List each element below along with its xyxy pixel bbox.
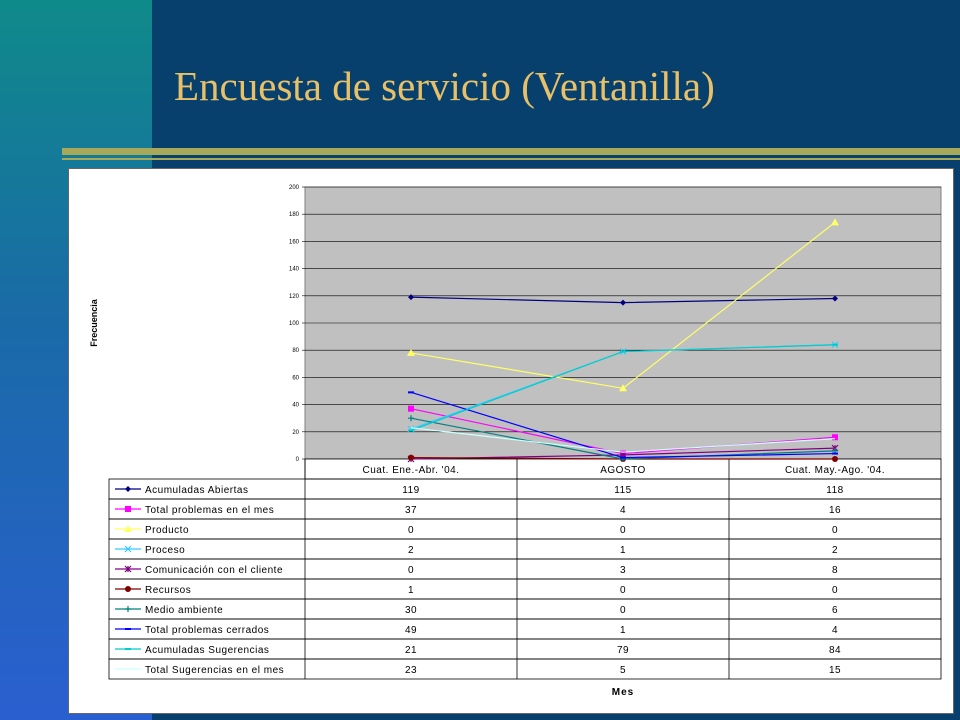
table-cell-value: 4 [832, 625, 838, 636]
y-axis-label: Frecuencia [89, 298, 99, 347]
legend-key-marker [125, 606, 131, 612]
table-row [108, 578, 942, 600]
legend-key-marker [125, 648, 131, 650]
table-cell-value: 0 [832, 525, 838, 536]
y-tick-label: 60 [292, 375, 299, 381]
table-cell-value: 119 [402, 485, 419, 496]
y-tick-label: 160 [289, 239, 300, 245]
legend-series-name: Recursos [145, 585, 191, 596]
table-cell-value: 0 [832, 585, 838, 596]
table-row [108, 598, 942, 620]
table-cell-value: 49 [405, 625, 417, 636]
y-tick-label: 80 [292, 348, 299, 354]
table-cell-value: 0 [620, 605, 626, 616]
title-rule-thick [62, 148, 960, 155]
legend-key-marker [125, 586, 131, 592]
data-point [620, 350, 626, 353]
table-cell-value: 16 [829, 505, 841, 516]
y-tick-label: 20 [292, 430, 299, 436]
line-chart: 020406080100120140160180200FrecuenciaCua… [89, 185, 942, 698]
legend-key-marker [125, 506, 131, 512]
table-cell-value: 0 [408, 525, 414, 536]
table-cell-value: 30 [405, 605, 417, 616]
y-tick-label: 100 [289, 321, 300, 327]
category-label: Cuat. May.-Ago. '04. [785, 465, 885, 476]
legend-key-marker [125, 628, 131, 630]
table-cell-value: 1 [620, 545, 626, 556]
table-cell-value: 37 [405, 505, 417, 516]
legend-series-name: Total problemas en el mes [145, 505, 274, 516]
table-cell-value: 0 [620, 585, 626, 596]
table-row [108, 518, 942, 540]
y-tick-label: 140 [289, 267, 300, 273]
data-point [408, 294, 414, 301]
data-point [832, 295, 838, 302]
table-cell-value: 1 [620, 625, 626, 636]
data-point [408, 405, 414, 412]
table-cell-value: 0 [408, 565, 414, 576]
y-tick-label: 180 [289, 212, 300, 218]
legend-key-marker [124, 525, 132, 532]
legend-series-name: Producto [145, 525, 189, 536]
table-cell-value: 79 [617, 645, 629, 656]
y-tick-label: 200 [289, 185, 300, 191]
legend-key-marker [124, 545, 132, 553]
title-rule-thin [62, 158, 960, 160]
y-tick-label: 120 [289, 294, 300, 300]
legend-key-marker [124, 565, 132, 573]
data-point [408, 391, 414, 394]
data-point [832, 434, 838, 441]
data-point [620, 299, 626, 306]
x-axis-label: Mes [612, 687, 634, 698]
data-point [619, 384, 627, 392]
data-point [832, 456, 838, 462]
table-cell-value: 2 [408, 545, 414, 556]
chart-panel: 0 20 40 60 80 100 120 140 160 180 200 Frecuencia Cua… [68, 168, 954, 714]
table-row [108, 658, 942, 680]
table-cell-value: 115 [614, 485, 631, 496]
data-point [620, 456, 626, 459]
table-cell-value: 2 [832, 545, 838, 556]
legend-series-name: Acumuladas Sugerencias [145, 645, 269, 656]
data-point [408, 415, 414, 422]
category-label: AGOSTO [600, 465, 646, 476]
legend-key-marker [125, 486, 131, 492]
data-point [832, 343, 838, 346]
table-cell-value: 8 [832, 565, 838, 576]
data-point [408, 454, 414, 461]
table-cell-value: 5 [620, 665, 626, 676]
data-point [407, 348, 415, 356]
table-cell-value: 21 [405, 645, 417, 656]
legend-series-name: Medio ambiente [145, 605, 223, 616]
data-point [408, 429, 414, 432]
y-tick-label: 40 [292, 403, 299, 409]
legend-series-name: Total problemas cerrados [145, 625, 269, 636]
table-cell-value: 15 [829, 665, 841, 676]
data-point [832, 452, 838, 455]
legend-series-name: Acumuladas Abiertas [145, 485, 248, 496]
table-cell-value: 6 [832, 605, 838, 616]
legend-series-name: Proceso [145, 545, 185, 556]
legend-series-name: Comunicación con el cliente [145, 565, 283, 576]
y-tick-label: 0 [296, 457, 300, 463]
legend-series-name: Total Sugerencias en el mes [145, 665, 284, 676]
table-cell-value: 4 [620, 505, 626, 516]
series-line [410, 427, 836, 453]
table-cell-value: 0 [620, 525, 626, 536]
table-cell-value: 3 [620, 565, 626, 576]
table-cell-value: 118 [826, 485, 843, 496]
category-label: Cuat. Ene.-Abr. '04. [363, 465, 460, 476]
table-cell-value: 1 [408, 585, 414, 596]
data-point [831, 218, 839, 226]
table-cell-value: 84 [829, 645, 841, 656]
table-cell-value: 23 [405, 665, 417, 676]
slide-title: Encuesta de servicio (Ventanilla) [174, 63, 715, 109]
table-row [108, 538, 942, 560]
